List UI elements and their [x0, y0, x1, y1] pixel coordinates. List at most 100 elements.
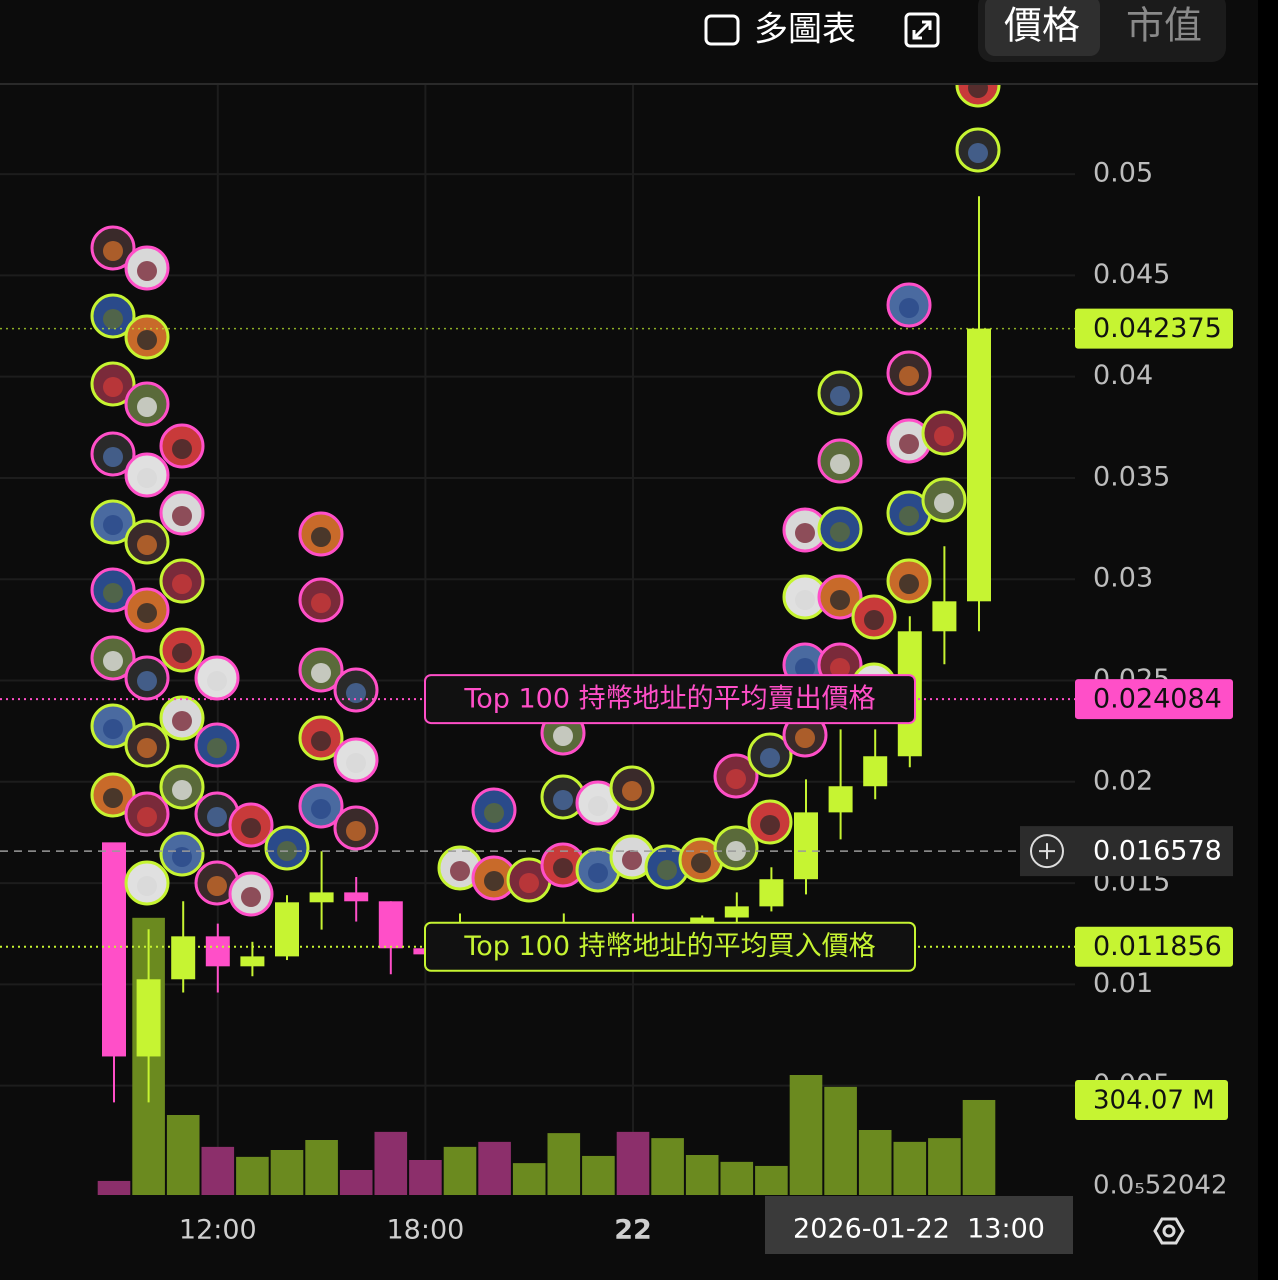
crosshair-tag-bg	[1075, 826, 1233, 877]
candle-body	[102, 842, 126, 1057]
avatar-face	[726, 769, 746, 789]
avatar-face	[588, 796, 608, 816]
avatar-face	[311, 663, 331, 683]
avatar-face	[830, 522, 850, 542]
multi-chart-toggle[interactable]: 多圖表	[704, 10, 856, 50]
expand-button[interactable]	[904, 12, 940, 48]
candle-body	[759, 879, 784, 907]
bottom-price-label: 0.0₅52042	[1093, 1171, 1227, 1201]
avatar-face	[103, 515, 123, 535]
price-tag: 0.024084	[1093, 684, 1222, 715]
avatar-face	[207, 876, 227, 896]
avatar-face	[172, 574, 192, 594]
avatar-face	[899, 434, 919, 454]
avatar-face	[795, 523, 815, 543]
avatar-face	[103, 447, 123, 467]
volume-bar	[547, 1133, 581, 1195]
y-tick-label: 0.045	[1093, 259, 1170, 290]
avatar-face	[691, 853, 711, 873]
volume-bar	[824, 1086, 857, 1195]
volume-tag: 304.07 M	[1093, 1085, 1215, 1115]
avatar-face	[207, 807, 227, 827]
price-level-name: Top 100 持幣地址的平均賣出價格	[463, 684, 875, 715]
price-level-box	[424, 674, 916, 725]
avatar-face	[311, 799, 331, 819]
edge	[1258, 0, 1278, 1280]
avatar-face	[137, 330, 157, 350]
y-tick-label: 0.02	[1093, 765, 1153, 796]
candle-body	[828, 786, 853, 813]
expand-icon[interactable]	[904, 12, 940, 48]
avatar-face	[760, 815, 780, 835]
avatar-face	[137, 876, 157, 896]
crosshair-time: 2026-01-22 13:00	[793, 1214, 1045, 1245]
candle-body	[136, 979, 161, 1057]
volume-bar	[512, 1163, 546, 1195]
avatar-face	[241, 818, 261, 838]
y-tick-label: 0.01	[1093, 968, 1153, 999]
volume-bar	[893, 1141, 927, 1195]
candle-body	[240, 956, 265, 967]
avatar-face	[934, 493, 954, 513]
candle-body	[932, 601, 957, 632]
active-tab-bg	[985, 0, 1100, 56]
avatar-face	[484, 871, 504, 891]
price-tag-bg	[1075, 926, 1233, 967]
avatar-face	[137, 603, 157, 623]
avatar-face	[553, 790, 573, 810]
volume-bar	[685, 1155, 719, 1195]
avatar-face	[795, 728, 815, 748]
avatar-face	[137, 807, 157, 827]
candle-body	[378, 901, 403, 949]
avatar-face	[311, 731, 331, 751]
avatar-face	[172, 643, 192, 663]
avatar-face	[484, 803, 504, 823]
avatar-face	[864, 610, 884, 630]
avatar-face	[622, 850, 642, 870]
volume-bar	[755, 1165, 788, 1195]
avatar-face	[172, 439, 192, 459]
candle-body	[309, 892, 334, 903]
multi-chart-label[interactable]: 多圖表	[754, 10, 856, 50]
avatar-face	[899, 298, 919, 318]
avatar-face	[968, 85, 988, 98]
avatar-face	[760, 748, 780, 768]
price-level-name: Top 100 持幣地址的平均買入價格	[463, 931, 875, 962]
candle-body	[205, 936, 230, 967]
checkbox[interactable]	[704, 14, 740, 46]
expand-arrow	[912, 20, 932, 40]
tab-price[interactable]: 價格	[1004, 4, 1080, 48]
avatar-face	[553, 726, 573, 746]
price-tag: 0.011856	[1093, 931, 1222, 962]
avatar-face	[311, 593, 331, 613]
avatar-face	[346, 821, 366, 841]
volume-bar	[858, 1130, 892, 1195]
avatar-face	[899, 574, 919, 594]
y-tick-label: 0.04	[1093, 360, 1153, 391]
avatar-face	[588, 863, 608, 883]
candle-body	[171, 936, 196, 980]
volume-tag-bg	[1075, 1079, 1228, 1120]
volume-bar	[166, 1115, 200, 1195]
avatar-face	[519, 873, 539, 893]
candle-body	[275, 902, 299, 957]
settings-icon	[1153, 1217, 1185, 1245]
volume-bar	[374, 1131, 408, 1195]
tab-market-cap[interactable]: 市值	[1126, 4, 1202, 48]
volume-bar	[236, 1156, 269, 1195]
avatar-face	[172, 711, 192, 731]
volume-bar	[305, 1140, 338, 1195]
avatar-face	[137, 261, 157, 281]
volume-bar	[616, 1131, 650, 1195]
y-tick-label: 0.05	[1093, 158, 1153, 189]
price-tag-bg	[1075, 679, 1233, 720]
volume-bar	[651, 1138, 684, 1195]
candle-body	[344, 892, 369, 902]
y-tick-label: 0.03	[1093, 563, 1153, 594]
avatar-face	[172, 780, 192, 800]
volume-bar	[720, 1161, 754, 1195]
avatar-face	[968, 143, 988, 163]
avatar-face	[103, 241, 123, 261]
